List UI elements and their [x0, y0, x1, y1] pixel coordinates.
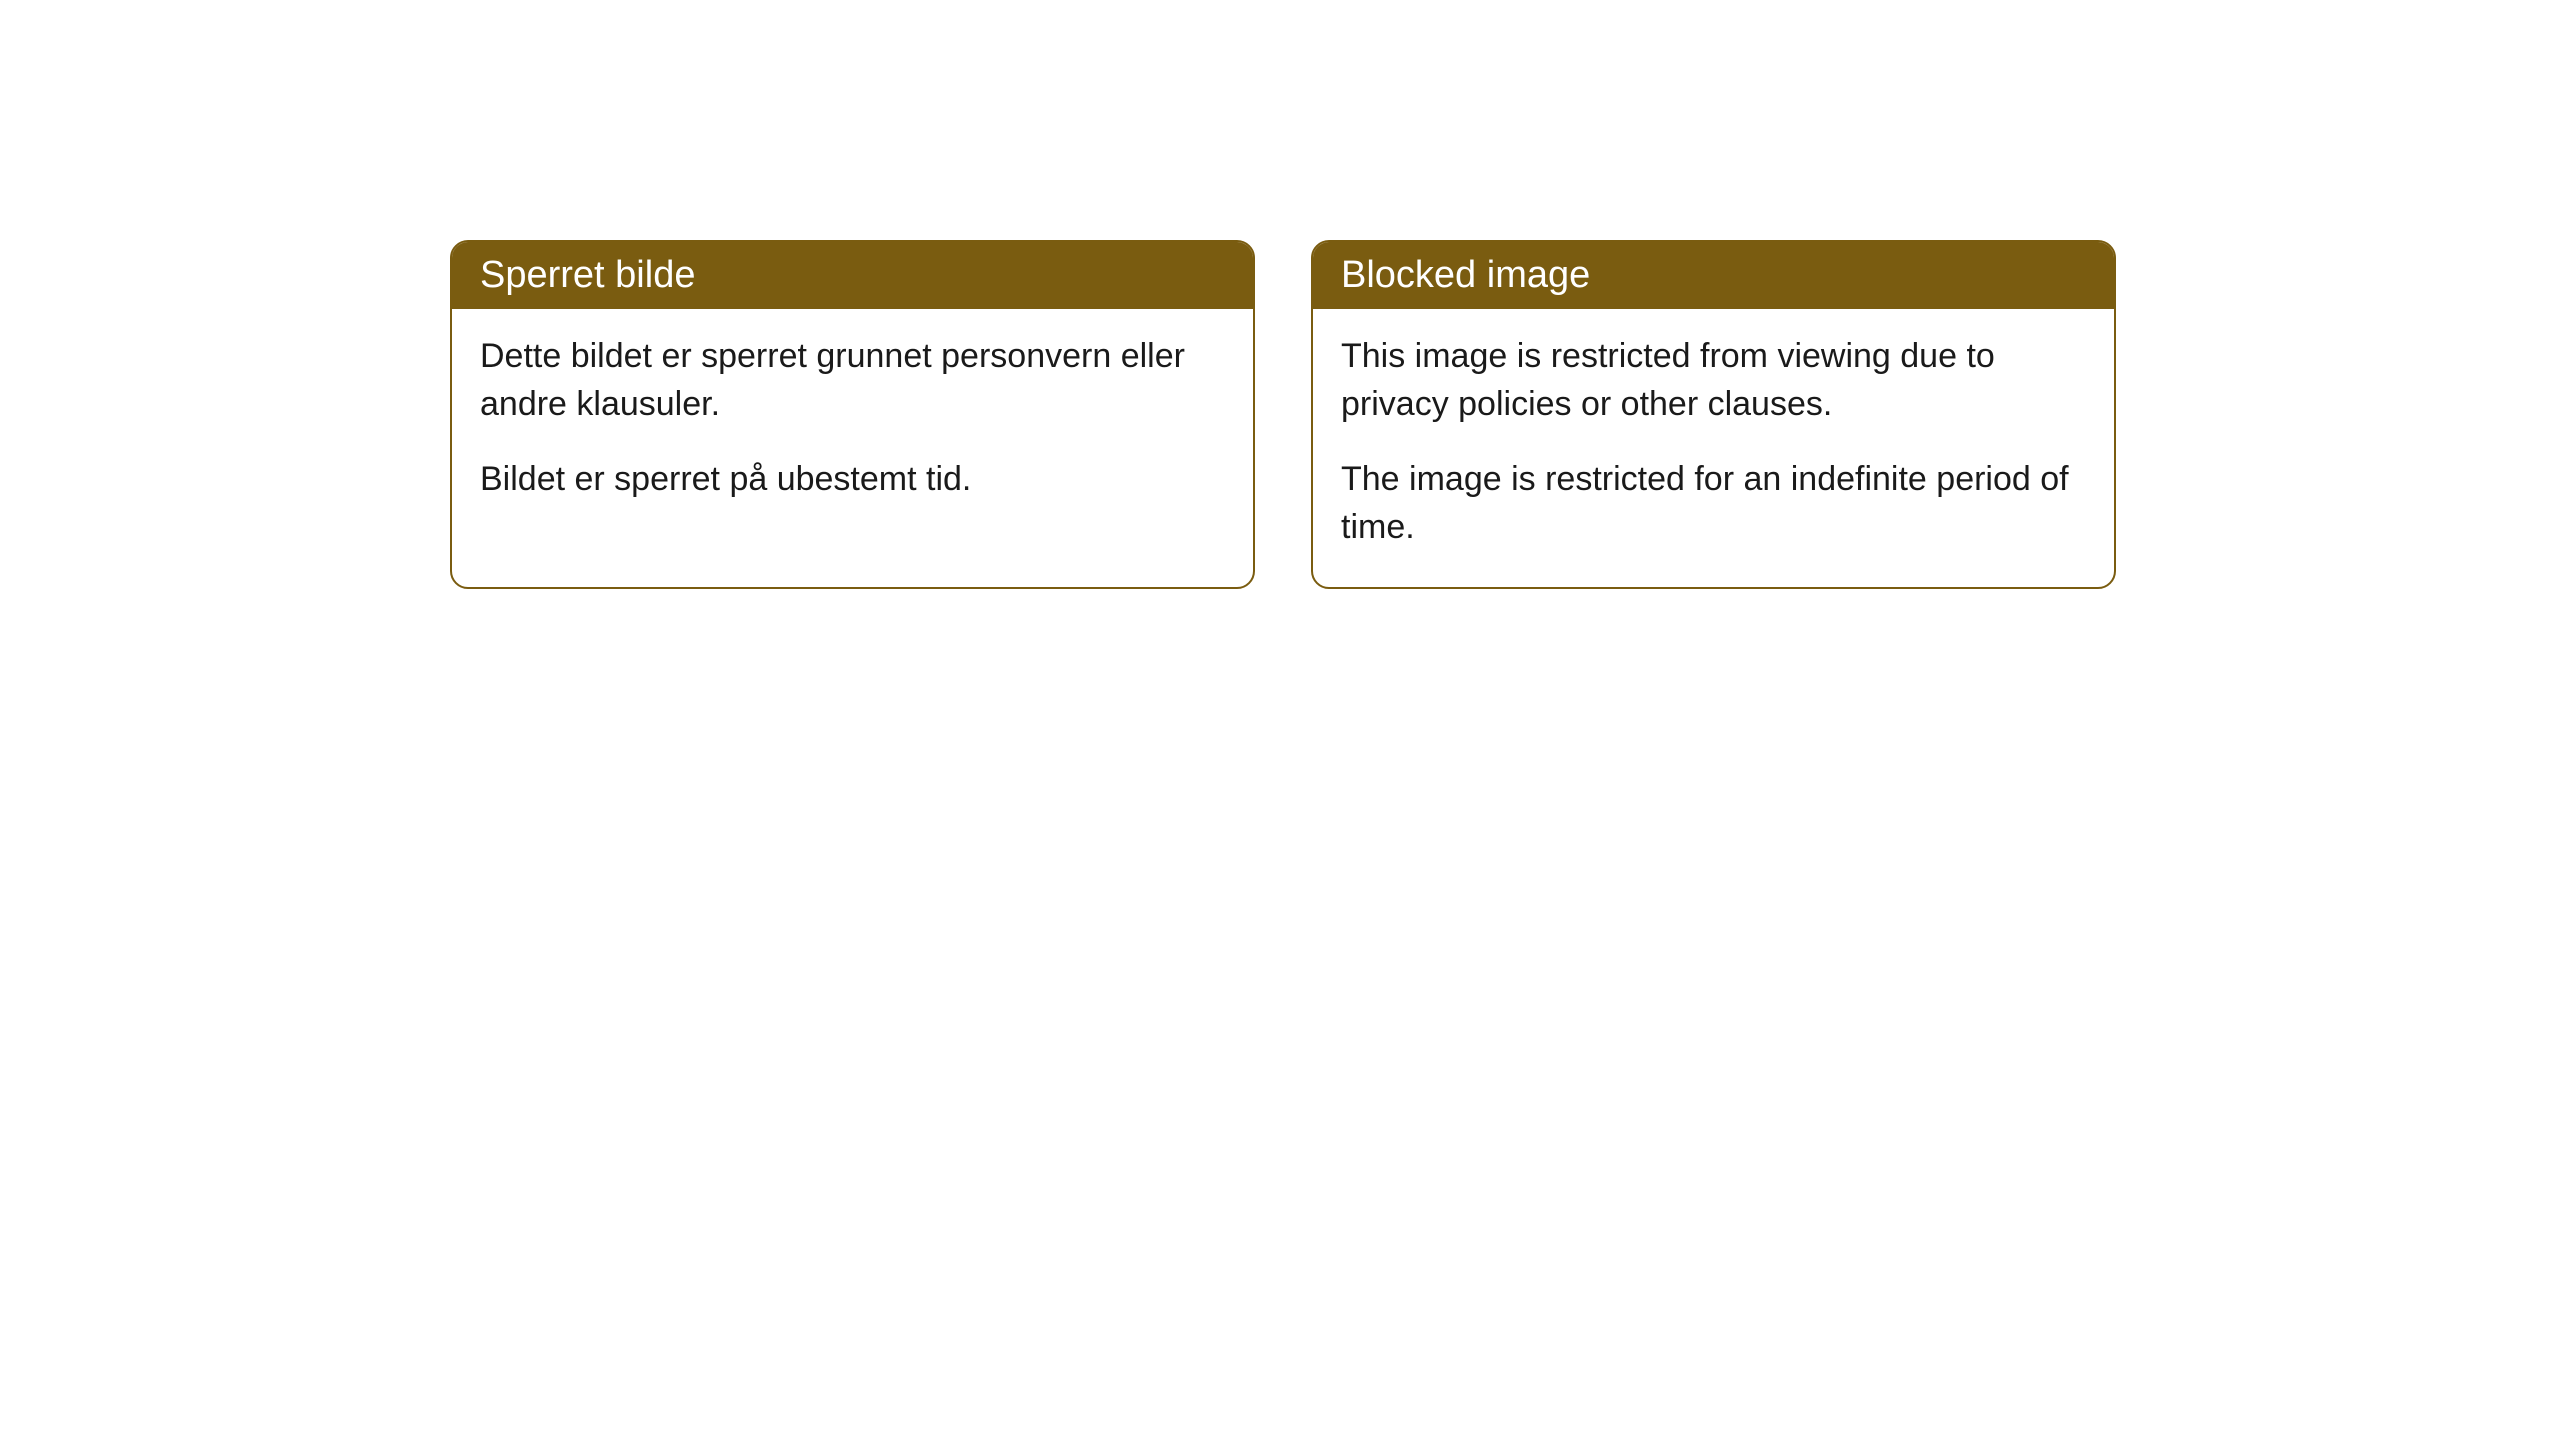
notice-paragraph-2: Bildet er sperret på ubestemt tid. [480, 456, 1225, 504]
card-body: Dette bildet er sperret grunnet personve… [452, 309, 1253, 540]
card-header: Sperret bilde [452, 242, 1253, 309]
notice-paragraph-2: The image is restricted for an indefinit… [1341, 456, 2086, 551]
notice-container: Sperret bilde Dette bildet er sperret gr… [450, 240, 2116, 589]
card-title: Sperret bilde [480, 254, 695, 296]
notice-paragraph-1: Dette bildet er sperret grunnet personve… [480, 333, 1225, 428]
blocked-image-card-norwegian: Sperret bilde Dette bildet er sperret gr… [450, 240, 1255, 589]
card-header: Blocked image [1313, 242, 2114, 309]
notice-paragraph-1: This image is restricted from viewing du… [1341, 333, 2086, 428]
blocked-image-card-english: Blocked image This image is restricted f… [1311, 240, 2116, 589]
card-title: Blocked image [1341, 254, 1590, 296]
card-body: This image is restricted from viewing du… [1313, 309, 2114, 587]
